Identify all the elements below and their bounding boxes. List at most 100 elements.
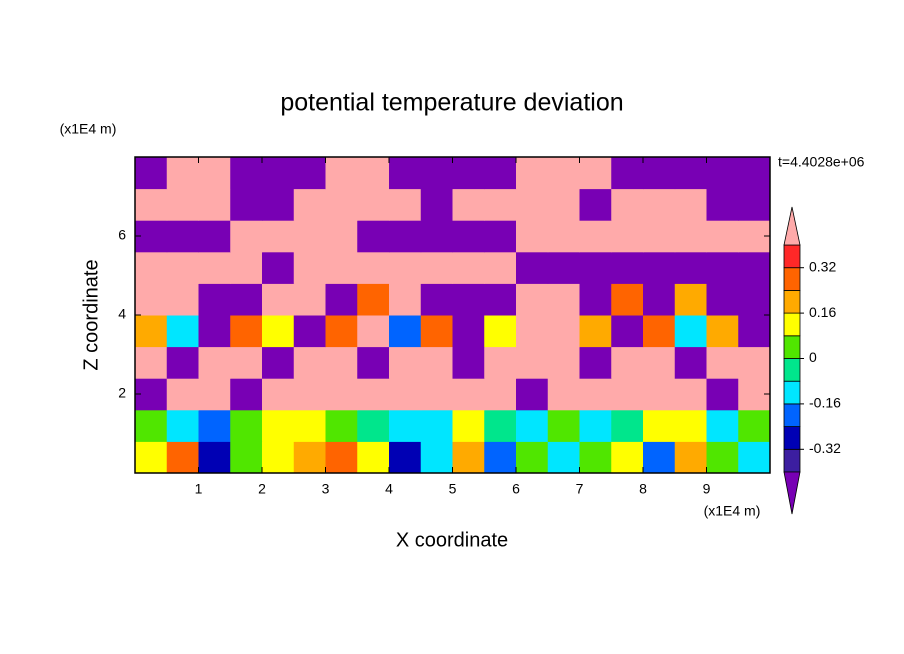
contour-cell: [516, 378, 549, 411]
contour-cell: [420, 283, 453, 316]
contour-cell: [484, 378, 517, 411]
contour-cell: [484, 315, 517, 348]
colorbar-extend-high: [783, 206, 801, 246]
contour-cell: [325, 346, 358, 379]
contour-cell: [452, 441, 485, 474]
contour-cell: [262, 251, 295, 284]
contour-cell: [262, 220, 295, 253]
y-tick-label: 2: [118, 385, 126, 401]
contour-cell: [706, 251, 739, 284]
contour-cell: [420, 157, 453, 190]
contour-cell: [293, 346, 326, 379]
contour-cell: [389, 315, 422, 348]
contour-cell: [643, 441, 676, 474]
contour-cell: [706, 378, 739, 411]
contour-cell: [293, 157, 326, 190]
contour-cell: [357, 409, 390, 442]
contour-cell: [547, 378, 580, 411]
contour-cell: [738, 251, 771, 284]
colorbar-box: [783, 335, 801, 359]
contour-cell: [484, 220, 517, 253]
contour-cell: [420, 378, 453, 411]
contour-cell: [611, 409, 644, 442]
contour-cell: [452, 346, 485, 379]
contour-cell: [230, 283, 263, 316]
contour-cell: [389, 188, 422, 221]
contour-cell: [674, 283, 707, 316]
contour-cell: [389, 283, 422, 316]
contour-cell: [611, 378, 644, 411]
contour-cell: [420, 220, 453, 253]
contour-cell: [198, 188, 231, 221]
contour-cell: [135, 283, 168, 316]
contour-cell: [230, 188, 263, 221]
contour-cell: [166, 409, 199, 442]
colorbar-box: [783, 380, 801, 405]
contour-cell: [357, 315, 390, 348]
contour-cell: [579, 315, 612, 348]
contour-cell: [706, 315, 739, 348]
x-unit: (x1E4 m): [704, 503, 761, 519]
contour-cell: [643, 409, 676, 442]
contour-cell: [516, 283, 549, 316]
y-tick-label: 4: [118, 306, 126, 322]
x-tick-label: 8: [639, 481, 647, 497]
contour-cell: [643, 346, 676, 379]
contour-cell: [262, 157, 295, 190]
contour-cell: [484, 188, 517, 221]
contour-cell: [579, 346, 612, 379]
y-unit: (x1E4 m): [60, 121, 117, 137]
contour-cell: [420, 315, 453, 348]
colorbar-box: [783, 289, 801, 314]
contour-cell: [166, 188, 199, 221]
contour-cell: [706, 283, 739, 316]
contour-cell: [420, 409, 453, 442]
contour-cell: [579, 188, 612, 221]
contour-cell: [738, 315, 771, 348]
contour-cell: [198, 283, 231, 316]
contour-cell: [135, 346, 168, 379]
contour-cell: [262, 346, 295, 379]
colorbar-box: [783, 312, 801, 337]
contour-cell: [230, 315, 263, 348]
contour-cell: [325, 441, 358, 474]
contour-cell: [293, 315, 326, 348]
contour-cell: [547, 409, 580, 442]
contour-cell: [579, 251, 612, 284]
contour-cell: [325, 283, 358, 316]
contour-cell: [198, 251, 231, 284]
contour-cell: [738, 188, 771, 221]
contour-cell: [516, 346, 549, 379]
contour-cell: [706, 441, 739, 474]
contour-cell: [420, 188, 453, 221]
contour-cell: [325, 315, 358, 348]
contour-cell: [389, 157, 422, 190]
colorbar-box: [783, 267, 801, 291]
contour-cell: [293, 251, 326, 284]
x-tick-label: 1: [195, 481, 203, 497]
contour-cell: [230, 409, 263, 442]
chart-title: potential temperature deviation: [280, 89, 623, 117]
contour-cell: [389, 346, 422, 379]
contour-cell: [452, 409, 485, 442]
contour-cell: [484, 346, 517, 379]
contour-cell: [738, 157, 771, 190]
contour-cell: [262, 409, 295, 442]
contour-cell: [547, 346, 580, 379]
contour-cell: [325, 409, 358, 442]
contour-cell: [389, 251, 422, 284]
contour-cell: [674, 346, 707, 379]
contour-cell: [166, 283, 199, 316]
contour-cell: [643, 157, 676, 190]
contour-cell: [325, 157, 358, 190]
y-axis-label: Z coordinate: [80, 259, 102, 370]
contour-cell: [166, 157, 199, 190]
contour-cell: [293, 378, 326, 411]
contour-cell: [706, 220, 739, 253]
contour-cell: [643, 315, 676, 348]
contour-cell: [547, 441, 580, 474]
contour-cell: [611, 283, 644, 316]
contour-cell: [579, 409, 612, 442]
contour-cell: [198, 220, 231, 253]
